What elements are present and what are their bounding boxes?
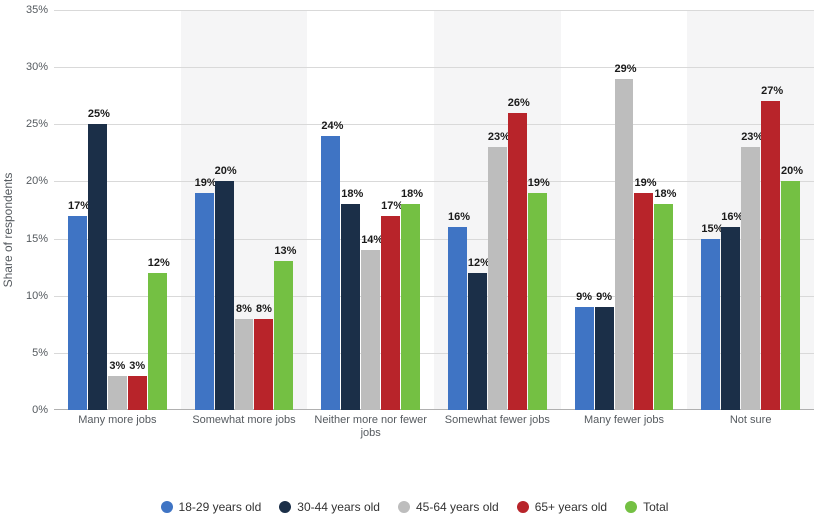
bar-value-label: 29%	[615, 63, 634, 75]
bar: 18%	[341, 204, 360, 410]
legend: 18-29 years old 30-44 years old 45-64 year…	[0, 500, 829, 514]
bar-value-label: 14%	[361, 234, 380, 246]
bar-value-label: 8%	[254, 303, 273, 315]
bar: 20%	[781, 181, 800, 410]
bar-value-label: 18%	[341, 188, 360, 200]
legend-item[interactable]: 45-64 years old	[398, 500, 499, 514]
y-tick-label: 20%	[26, 175, 48, 187]
legend-swatch	[279, 501, 291, 513]
category-label: Neither more nor fewer jobs	[307, 414, 434, 440]
chart-area: 17%25%3%3%12%19%20%8%8%13%24%18%14%17%18…	[54, 10, 814, 440]
y-tick-label: 0%	[32, 404, 48, 416]
legend-label: 65+ years old	[535, 500, 607, 514]
bar: 24%	[321, 136, 340, 410]
bar-value-label: 25%	[88, 108, 107, 120]
bar: 19%	[634, 193, 653, 410]
legend-swatch	[398, 501, 410, 513]
legend-label: 30-44 years old	[297, 500, 380, 514]
bar: 27%	[761, 101, 780, 410]
bar: 9%	[595, 307, 614, 410]
category-label: Many fewer jobs	[561, 414, 688, 427]
bar-value-label: 19%	[195, 177, 214, 189]
bar: 14%	[361, 250, 380, 410]
bar-value-label: 24%	[321, 120, 340, 132]
bar: 19%	[195, 193, 214, 410]
legend-swatch	[517, 501, 529, 513]
bar-value-label: 12%	[468, 257, 487, 269]
y-axis-label: Share of respondents	[1, 173, 15, 288]
bar-value-label: 16%	[448, 211, 467, 223]
bar-group: 16%12%23%26%19%	[434, 10, 561, 410]
bar: 29%	[615, 79, 634, 410]
bar-value-label: 18%	[401, 188, 420, 200]
bar: 16%	[448, 227, 467, 410]
bar: 17%	[381, 216, 400, 410]
bar-value-label: 27%	[761, 85, 780, 97]
bar-value-label: 16%	[721, 211, 740, 223]
bar-group: 19%20%8%8%13%	[181, 10, 308, 410]
bar: 9%	[575, 307, 594, 410]
category-label: Many more jobs	[54, 414, 181, 427]
bar: 19%	[528, 193, 547, 410]
bar: 8%	[235, 319, 254, 410]
bar: 23%	[741, 147, 760, 410]
bar: 12%	[468, 273, 487, 410]
bar: 23%	[488, 147, 507, 410]
bar-value-label: 23%	[488, 131, 507, 143]
legend-swatch	[625, 501, 637, 513]
y-tick-label: 15%	[26, 233, 48, 245]
bar-value-label: 9%	[595, 291, 614, 303]
bar-value-label: 26%	[508, 97, 527, 109]
bar-value-label: 3%	[108, 360, 127, 372]
bar: 15%	[701, 239, 720, 410]
bar: 26%	[508, 113, 527, 410]
bar-value-label: 17%	[381, 200, 400, 212]
bar-value-label: 17%	[68, 200, 87, 212]
y-tick-label: 10%	[26, 290, 48, 302]
y-tick-label: 35%	[26, 4, 48, 16]
y-tick-label: 5%	[32, 347, 48, 359]
bar-value-label: 13%	[274, 245, 293, 257]
legend-item[interactable]: 18-29 years old	[161, 500, 262, 514]
bar-group: 17%25%3%3%12%	[54, 10, 181, 410]
bar-value-label: 18%	[654, 188, 673, 200]
category-label: Somewhat more jobs	[181, 414, 308, 427]
bar-value-label: 15%	[701, 223, 720, 235]
bar-value-label: 20%	[781, 165, 800, 177]
bar: 3%	[128, 376, 147, 410]
legend-swatch	[161, 501, 173, 513]
bar: 13%	[274, 261, 293, 410]
legend-item[interactable]: Total	[625, 500, 668, 514]
bar: 16%	[721, 227, 740, 410]
plot-area: 17%25%3%3%12%19%20%8%8%13%24%18%14%17%18…	[54, 10, 814, 410]
bar-group: 24%18%14%17%18%	[307, 10, 434, 410]
bar-group: 9%9%29%19%18%	[561, 10, 688, 410]
bar: 3%	[108, 376, 127, 410]
bar: 17%	[68, 216, 87, 410]
bar-value-label: 20%	[215, 165, 234, 177]
bar: 12%	[148, 273, 167, 410]
bar: 25%	[88, 124, 107, 410]
bar-value-label: 23%	[741, 131, 760, 143]
category-label: Somewhat fewer jobs	[434, 414, 561, 427]
bar-value-label: 3%	[128, 360, 147, 372]
legend-label: 18-29 years old	[179, 500, 262, 514]
legend-item[interactable]: 65+ years old	[517, 500, 607, 514]
y-tick-label: 30%	[26, 61, 48, 73]
bar: 20%	[215, 181, 234, 410]
legend-label: 45-64 years old	[416, 500, 499, 514]
bar: 18%	[401, 204, 420, 410]
bar-value-label: 9%	[575, 291, 594, 303]
legend-label: Total	[643, 500, 668, 514]
bar-group: 15%16%23%27%20%	[687, 10, 814, 410]
y-tick-label: 25%	[26, 118, 48, 130]
bar-value-label: 8%	[235, 303, 254, 315]
bar: 18%	[654, 204, 673, 410]
bar: 8%	[254, 319, 273, 410]
category-label: Not sure	[687, 414, 814, 427]
legend-item[interactable]: 30-44 years old	[279, 500, 380, 514]
bar-value-label: 19%	[634, 177, 653, 189]
bar-value-label: 12%	[148, 257, 167, 269]
bar-value-label: 19%	[528, 177, 547, 189]
